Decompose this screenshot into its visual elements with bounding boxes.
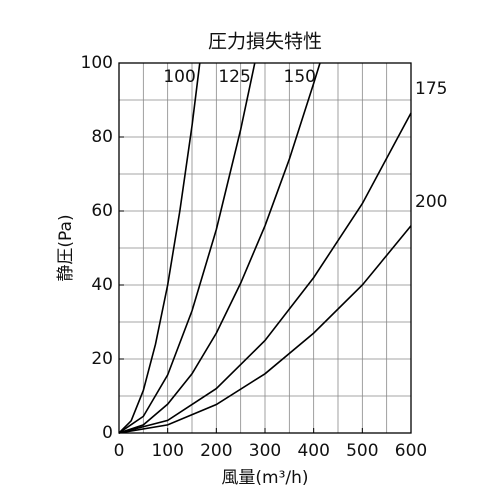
curve-label: 100 <box>163 67 195 87</box>
x-axis-label: 風量(m³/h) <box>221 468 308 488</box>
y-tick-label: 0 <box>102 423 113 443</box>
y-tick-label: 60 <box>91 201 113 221</box>
x-tick-label: 0 <box>114 441 125 461</box>
y-tick-label: 100 <box>81 53 113 73</box>
curve <box>118 112 412 434</box>
y-tick-label: 80 <box>91 127 113 147</box>
curve-label: 175 <box>415 79 447 99</box>
y-axis-label: 静圧(Pa) <box>56 214 76 281</box>
curve-label: 150 <box>284 67 316 87</box>
curve <box>118 62 201 434</box>
chart-title: 圧力損失特性 <box>208 31 322 53</box>
x-tick-label: 500 <box>346 441 378 461</box>
curve <box>118 225 412 434</box>
curve <box>118 62 256 434</box>
x-tick-label: 200 <box>200 441 232 461</box>
curve-label: 200 <box>415 192 447 212</box>
y-tick-label: 40 <box>91 275 113 295</box>
x-tick-label: 100 <box>151 441 183 461</box>
x-tick-label: 600 <box>395 441 427 461</box>
x-tick-label: 400 <box>297 441 329 461</box>
curve <box>118 62 321 434</box>
x-tick-label: 300 <box>249 441 281 461</box>
y-tick-label: 20 <box>91 349 113 369</box>
curve-label: 125 <box>218 67 250 87</box>
